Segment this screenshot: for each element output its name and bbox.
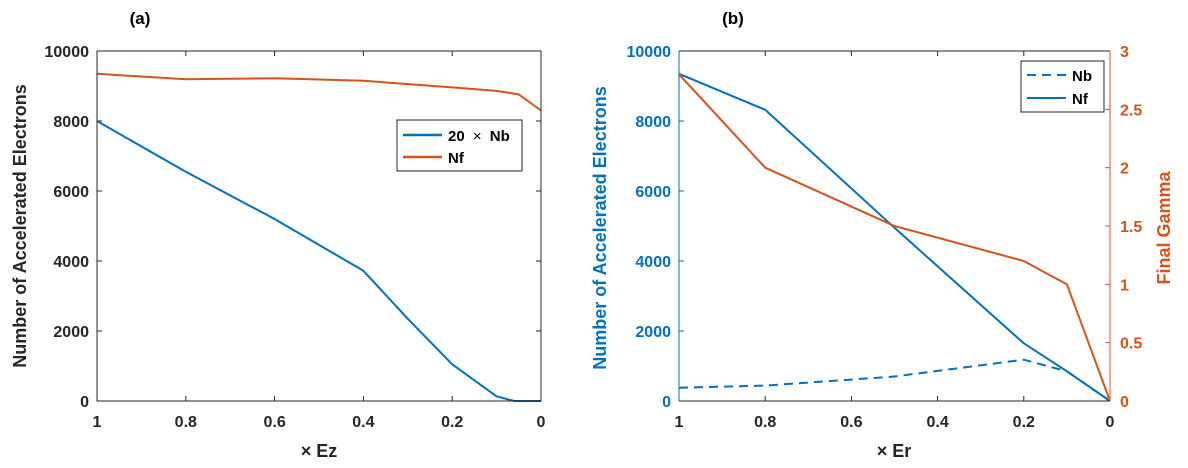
x-tick-label: 1 [675, 414, 684, 431]
x-tick-label: 0.8 [175, 414, 197, 431]
panel-a-legend-label-nb: 20 × Nb [448, 128, 510, 145]
y2-tick-label: 0 [1120, 394, 1129, 411]
panel-b-x-axis: 1 0.8 0.6 0.4 0.2 0 [675, 51, 1115, 431]
x-tick-label: 0 [1106, 414, 1115, 431]
x-tick-label: 0.2 [441, 414, 463, 431]
y-tick-label: 10000 [627, 44, 672, 61]
x-tick-label: 1 [93, 414, 102, 431]
panel-a-legend-box [396, 119, 523, 172]
y-tick-label: 0 [662, 394, 671, 411]
panel-b-right-y-axis: 0 0.5 1 1.5 2 2.5 3 [1105, 44, 1142, 411]
x-tick-label: 0.4 [926, 414, 948, 431]
panel-a-y-axis: 0 2000 4000 6000 8000 10000 [45, 44, 541, 411]
y2-tick-label: 2 [1120, 161, 1129, 178]
series-line-20-nb [96, 120, 541, 402]
y2-tick-label: 1.5 [1120, 219, 1142, 236]
y2-tick-label: 2.5 [1120, 102, 1142, 119]
panel-a-legend-nb-suffix: Nb [490, 128, 510, 145]
panel-a-legend-nb-multiplier: 20 [448, 128, 465, 145]
panel-b-legend-box [1020, 60, 1105, 113]
x-tick-label: 0.2 [1013, 414, 1035, 431]
x-tick-label: 0.6 [263, 414, 285, 431]
panel-a-legend: 20 × Nb Nf [396, 119, 523, 172]
x-tick-label: 0.4 [352, 414, 374, 431]
panel-b-ylabel: Number of Accelerated Electrons [590, 86, 610, 369]
panel-a-series-layer [96, 72, 542, 402]
series-line-nf [678, 72, 1111, 402]
y-tick-label: 8000 [53, 114, 89, 131]
panel-a-x-axis: 1 0.8 0.6 0.4 0.2 0 [93, 51, 546, 431]
panel-a-legend-label-nf: Nf [448, 150, 465, 167]
y-tick-label: 10000 [45, 44, 90, 61]
y-tick-label: 4000 [635, 254, 671, 271]
y-tick-label: 2000 [635, 324, 671, 341]
x-tick-label: 0 [537, 414, 546, 431]
panel-a-ylabel: Number of Accelerated Electrons [10, 84, 30, 367]
y-tick-label: 4000 [53, 254, 89, 271]
panel-b-y2label: Final Gamma [1154, 170, 1174, 284]
panel-b-series-layer [678, 72, 1111, 402]
y-tick-label: 8000 [635, 114, 671, 131]
panel-a-legend-times-symbol: × [473, 128, 482, 145]
y-tick-label: 2000 [53, 324, 89, 341]
panel-b-legend-label-nb: Nb [1072, 68, 1092, 85]
panel-b-label: (b) [722, 9, 744, 28]
panel-b-left-y-axis: 0 2000 4000 6000 8000 10000 [627, 44, 684, 411]
panel-a-label: (a) [130, 9, 151, 28]
series-line-nf [96, 72, 542, 112]
series-line-final-gamma [678, 73, 1111, 402]
y-tick-label: 6000 [635, 184, 671, 201]
panel-a-xlabel: × Ez [301, 441, 338, 461]
y2-tick-label: 0.5 [1120, 336, 1142, 353]
y2-tick-label: 3 [1120, 44, 1129, 61]
x-tick-label: 0.8 [754, 414, 776, 431]
y2-tick-label: 1 [1120, 277, 1129, 294]
panel-a-plot-frame [96, 50, 542, 402]
panel-b-legend: Nb Nf [1020, 60, 1105, 113]
y-tick-label: 0 [80, 394, 89, 411]
panel-b-legend-label-nf: Nf [1072, 91, 1089, 108]
x-tick-label: 0.6 [840, 414, 862, 431]
panel-b: (b) 0 2000 4000 6000 8000 10000 0 0.5 1 1.5 2 2.5 3… [590, 9, 1174, 461]
panel-b-xlabel: × Er [877, 441, 912, 461]
y-tick-label: 6000 [53, 184, 89, 201]
panel-a: (a) 0 2000 4000 6000 8000 10000 1 0.8 0.6 0.4 0.2… [10, 9, 546, 461]
series-line-nb [678, 358, 1111, 402]
